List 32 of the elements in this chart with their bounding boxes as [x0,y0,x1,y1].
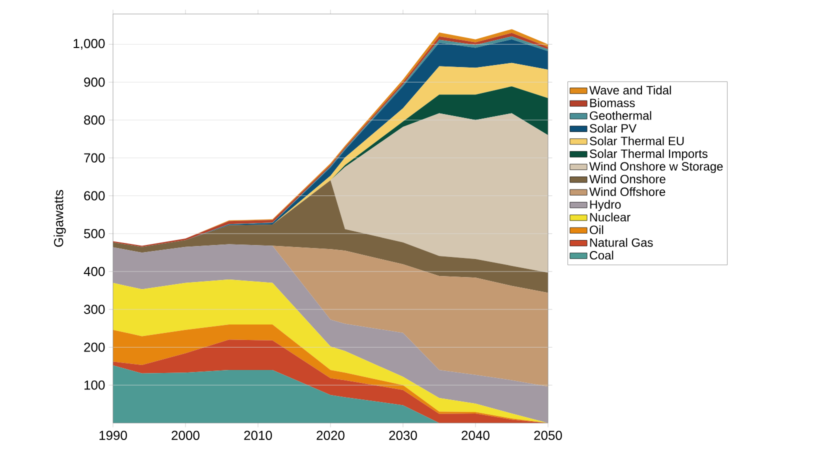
x-tick-label: 2020 [316,430,344,440]
legend-label: Wind Onshore [589,174,666,184]
x-tick-label: 1990 [100,430,127,440]
x-tick-label: 2050 [534,430,562,440]
legend-label: Solar PV [590,124,637,133]
legend-label: Coal [590,250,614,260]
y-tick-label: 200 [84,342,105,352]
y-tick-label: 500 [84,229,105,238]
x-tick-label: 2000 [172,430,200,440]
x-tick-label: 2010 [244,430,272,440]
legend-label: Biomass [590,98,635,108]
legend-label: Wind Onshore w Storage [589,162,723,174]
y-tick-label: 1,000 [74,38,105,50]
legend-label: Wave and Tidal [589,86,671,94]
y-tick-label: 400 [84,266,105,276]
legend-label: Oil [590,225,604,234]
legend-label: Solar Thermal EU [590,136,684,146]
legend-label: Natural Gas [590,238,653,247]
y-tick-label: 100 [84,380,105,390]
y-tick-label: 900 [84,78,105,87]
y-tick-label: 700 [84,153,105,162]
x-tick-label: 2040 [462,430,490,440]
y-tick-label: 600 [84,191,105,200]
legend-label: Geothermal [590,111,652,120]
legend-label: Wind Offshore [589,187,666,196]
legend-label: Nuclear [590,212,630,222]
x-tick-label: 2030 [389,430,417,440]
y-tick-label: 300 [84,304,105,314]
legend-label: Solar Thermal Imports [590,149,708,160]
y-axis-title: Gigawatts [54,190,66,247]
y-tick-label: 800 [84,115,105,125]
legend-label: Hydro [590,200,621,212]
